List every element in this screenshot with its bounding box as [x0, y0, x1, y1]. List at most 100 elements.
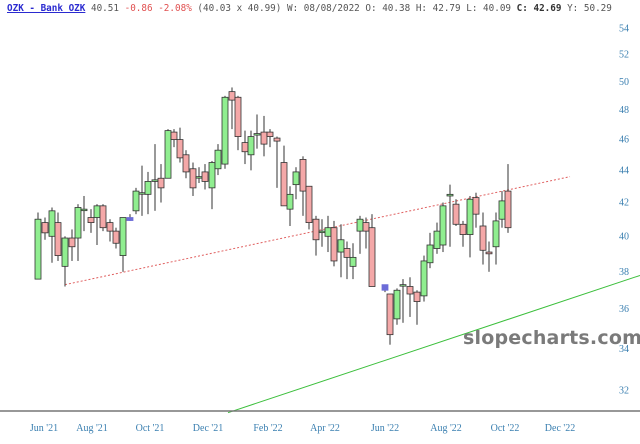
candle-body — [228, 91, 236, 101]
candle[interactable] — [381, 284, 389, 293]
candle[interactable] — [459, 220, 467, 247]
candle[interactable] — [266, 129, 274, 148]
candle[interactable] — [80, 195, 88, 232]
candle[interactable] — [426, 232, 434, 269]
candle[interactable] — [201, 164, 209, 190]
candle[interactable] — [498, 191, 506, 228]
symbol-link[interactable]: OZK - Bank OZK — [7, 3, 86, 14]
candle[interactable] — [413, 290, 421, 325]
candle-body — [452, 203, 460, 225]
candle[interactable] — [93, 204, 101, 245]
y-tick-label: 52 — [619, 50, 629, 61]
candle[interactable] — [48, 207, 56, 263]
candle-body — [234, 96, 242, 137]
candle[interactable] — [439, 202, 447, 253]
price-change-pct: -2.08% — [158, 3, 192, 14]
candle[interactable] — [99, 204, 107, 232]
candle[interactable] — [386, 293, 394, 345]
candle[interactable] — [138, 165, 146, 216]
x-tick-label: Jun '21 — [30, 423, 58, 434]
candle[interactable] — [112, 227, 120, 249]
candle[interactable] — [176, 127, 184, 163]
candle[interactable] — [485, 241, 493, 272]
candle[interactable] — [126, 214, 134, 221]
candle-body — [112, 230, 120, 244]
x-tick-label: Feb '22 — [253, 423, 282, 434]
candle-body — [126, 217, 134, 221]
support-green-trendline[interactable] — [227, 274, 640, 414]
candle[interactable] — [74, 204, 82, 261]
candle-body — [318, 230, 326, 234]
candle-body — [34, 218, 42, 280]
candle[interactable] — [182, 150, 190, 179]
price-change: -0.86 — [124, 3, 153, 14]
candle[interactable] — [68, 229, 76, 261]
candle[interactable] — [214, 144, 222, 176]
candle[interactable] — [368, 214, 376, 287]
candle[interactable] — [393, 288, 401, 325]
candle-body — [439, 205, 447, 246]
candle[interactable] — [479, 212, 487, 265]
candle[interactable] — [164, 129, 172, 179]
candle[interactable] — [208, 160, 216, 210]
candle[interactable] — [399, 279, 407, 323]
candle[interactable] — [343, 241, 351, 280]
candle[interactable] — [337, 224, 345, 278]
y-tick-label: 50 — [619, 77, 629, 88]
candle[interactable] — [472, 192, 480, 228]
candle[interactable] — [144, 171, 152, 215]
candle[interactable] — [247, 130, 255, 171]
candle[interactable] — [433, 222, 441, 254]
candle[interactable] — [286, 186, 294, 226]
candle[interactable] — [132, 187, 140, 215]
candle[interactable] — [189, 162, 197, 196]
candle[interactable] — [234, 95, 242, 151]
candle[interactable] — [312, 215, 320, 256]
candle[interactable] — [452, 199, 460, 226]
candle[interactable] — [349, 243, 357, 280]
x-tick-label: Jun '22 — [371, 423, 399, 434]
candle[interactable] — [273, 136, 281, 188]
candle[interactable] — [318, 219, 326, 247]
candle[interactable] — [87, 209, 95, 233]
candle[interactable] — [280, 145, 288, 207]
candle[interactable] — [34, 212, 42, 280]
candle[interactable] — [504, 164, 512, 233]
y-value: 50.29 — [583, 3, 612, 14]
candle[interactable] — [446, 184, 454, 247]
candle[interactable] — [170, 129, 178, 148]
candle[interactable] — [119, 217, 127, 272]
candle[interactable] — [406, 277, 414, 317]
candle-body — [195, 176, 203, 179]
candle[interactable] — [362, 217, 370, 249]
candle[interactable] — [260, 115, 268, 157]
candle[interactable] — [151, 144, 159, 211]
y-tick-label: 48 — [619, 105, 629, 116]
candle[interactable] — [228, 87, 236, 130]
candle[interactable] — [241, 130, 249, 165]
candle[interactable] — [221, 95, 229, 169]
candle[interactable] — [61, 236, 69, 287]
candles — [34, 87, 512, 345]
candle[interactable] — [305, 185, 313, 230]
candle[interactable] — [54, 212, 62, 261]
candle[interactable] — [299, 156, 307, 216]
candle[interactable] — [466, 195, 474, 258]
week-label: W: — [286, 3, 299, 14]
candle[interactable] — [106, 219, 114, 242]
candle-body — [420, 260, 428, 297]
candle[interactable] — [492, 212, 500, 265]
candle[interactable] — [356, 215, 364, 254]
candle[interactable] — [41, 217, 49, 240]
candle[interactable] — [195, 167, 203, 184]
candle[interactable] — [420, 255, 428, 302]
candle[interactable] — [157, 164, 165, 203]
candle[interactable] — [324, 215, 332, 253]
candle-body — [61, 237, 69, 267]
candle[interactable] — [292, 167, 300, 200]
candle-body — [381, 284, 389, 291]
candle[interactable] — [253, 114, 261, 149]
candle[interactable] — [330, 220, 338, 267]
y-tick-label: 40 — [619, 231, 629, 242]
